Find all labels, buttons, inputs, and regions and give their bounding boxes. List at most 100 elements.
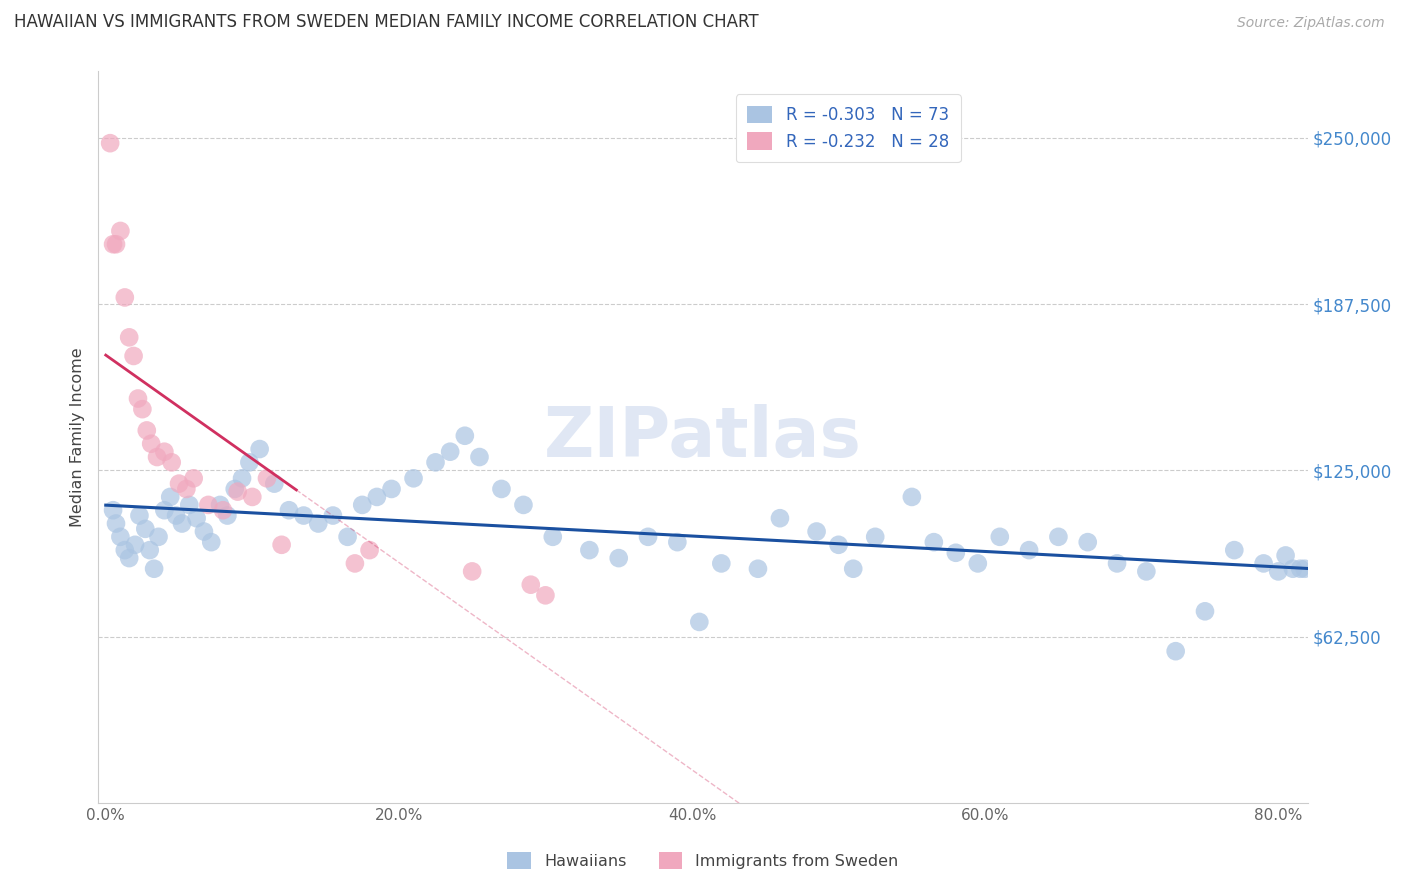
Text: HAWAIIAN VS IMMIGRANTS FROM SWEDEN MEDIAN FAMILY INCOME CORRELATION CHART: HAWAIIAN VS IMMIGRANTS FROM SWEDEN MEDIA…: [14, 12, 759, 30]
Point: [1282, 562, 1305, 576]
Point: [146, 450, 169, 464]
Point: [1105, 557, 1128, 571]
Point: [165, 508, 187, 523]
Point: [101, 237, 124, 252]
Point: [336, 530, 359, 544]
Point: [176, 482, 198, 496]
Point: [922, 535, 945, 549]
Point: [249, 442, 271, 456]
Legend: Hawaiians, Immigrants from Sweden: Hawaiians, Immigrants from Sweden: [501, 846, 905, 875]
Point: [160, 455, 183, 469]
Point: [141, 436, 163, 450]
Point: [270, 538, 292, 552]
Text: Source: ZipAtlas.com: Source: ZipAtlas.com: [1237, 16, 1385, 29]
Point: [105, 516, 128, 531]
Point: [105, 237, 128, 252]
Point: [114, 543, 136, 558]
Point: [238, 455, 260, 469]
Point: [1267, 565, 1289, 579]
Point: [747, 562, 769, 576]
Point: [863, 530, 886, 544]
Point: [143, 562, 166, 576]
Point: [1194, 604, 1216, 618]
Point: [307, 516, 329, 531]
Point: [98, 136, 121, 151]
Point: [1077, 535, 1099, 549]
Point: [183, 471, 205, 485]
Point: [1274, 549, 1296, 563]
Point: [688, 615, 710, 629]
Point: [231, 471, 253, 485]
Point: [153, 503, 176, 517]
Point: [468, 450, 491, 464]
Point: [148, 530, 170, 544]
Point: [292, 508, 315, 523]
Point: [186, 511, 208, 525]
Point: [263, 476, 285, 491]
Point: [607, 551, 630, 566]
Point: [520, 577, 543, 591]
Point: [170, 516, 193, 531]
Point: [352, 498, 374, 512]
Point: [454, 429, 477, 443]
Point: [1135, 565, 1157, 579]
Point: [167, 476, 190, 491]
Point: [710, 557, 733, 571]
Point: [1289, 562, 1312, 576]
Point: [1164, 644, 1187, 658]
Point: [1018, 543, 1040, 558]
Point: [380, 482, 402, 496]
Point: [240, 490, 263, 504]
Point: [1047, 530, 1070, 544]
Point: [197, 498, 219, 512]
Point: [343, 557, 366, 571]
Point: [200, 535, 222, 549]
Point: [118, 330, 141, 344]
Point: [256, 471, 278, 485]
Point: [278, 503, 301, 517]
Point: [1294, 562, 1316, 576]
Point: [322, 508, 344, 523]
Point: [217, 508, 239, 523]
Point: [114, 290, 136, 304]
Point: [988, 530, 1011, 544]
Point: [359, 543, 381, 558]
Point: [226, 484, 249, 499]
Point: [138, 543, 160, 558]
Point: [512, 498, 534, 512]
Point: [425, 455, 447, 469]
Point: [402, 471, 425, 485]
Point: [110, 530, 132, 544]
Point: [124, 538, 146, 552]
Point: [827, 538, 849, 552]
Point: [806, 524, 828, 539]
Point: [209, 498, 232, 512]
Point: [666, 535, 689, 549]
Point: [101, 503, 124, 517]
Point: [128, 508, 150, 523]
Point: [179, 498, 201, 512]
Point: [193, 524, 215, 539]
Point: [366, 490, 388, 504]
Point: [134, 522, 156, 536]
Point: [491, 482, 513, 496]
Point: [224, 482, 246, 496]
Point: [118, 551, 141, 566]
Point: [159, 490, 181, 504]
Point: [131, 402, 153, 417]
Point: [212, 503, 235, 517]
Point: [637, 530, 659, 544]
Point: [901, 490, 924, 504]
Point: [153, 444, 176, 458]
Point: [769, 511, 792, 525]
Point: [966, 557, 988, 571]
Point: [534, 588, 557, 602]
Point: [578, 543, 600, 558]
Point: [127, 392, 149, 406]
Point: [110, 224, 132, 238]
Y-axis label: Median Family Income: Median Family Income: [70, 347, 86, 527]
Legend: R = -0.303   N = 73, R = -0.232   N = 28: R = -0.303 N = 73, R = -0.232 N = 28: [735, 95, 960, 162]
Point: [1223, 543, 1246, 558]
Point: [439, 444, 461, 458]
Point: [541, 530, 564, 544]
